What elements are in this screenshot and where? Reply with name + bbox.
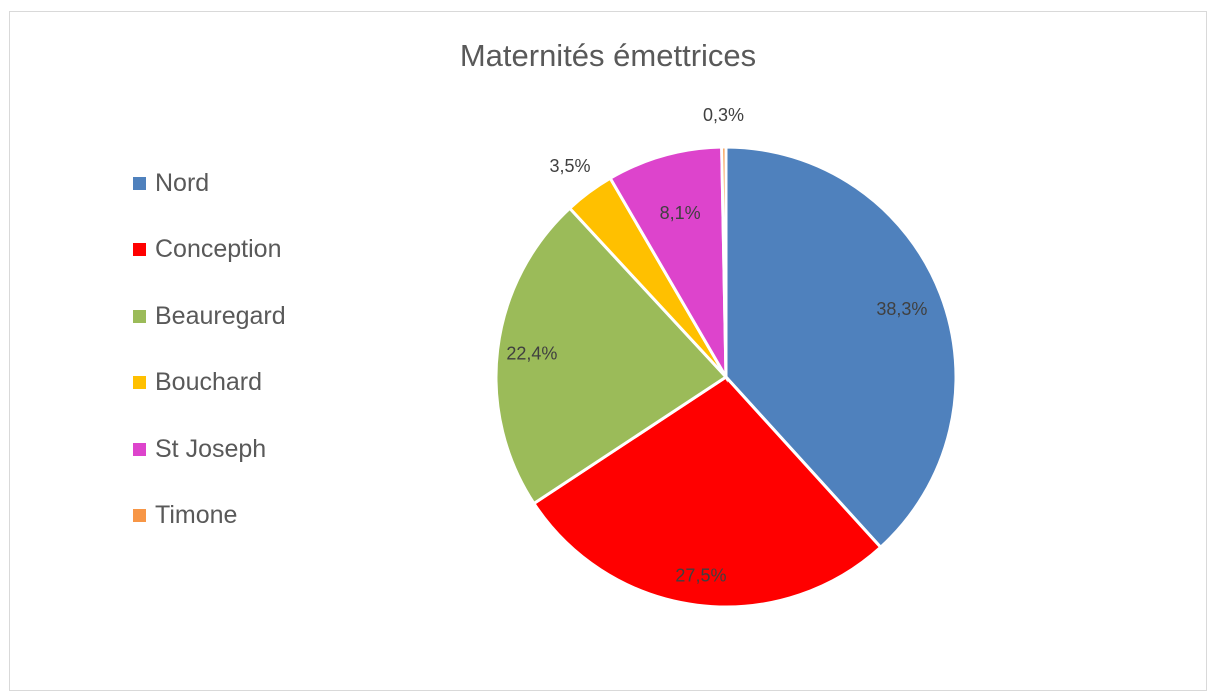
legend-swatch: [133, 509, 146, 522]
legend-label: Conception: [155, 235, 282, 263]
legend-label: Bouchard: [155, 368, 263, 396]
label-nord: 38,3%: [876, 299, 927, 319]
legend-item-beauregard: Beauregard: [133, 296, 286, 336]
slice-st-joseph: [608, 145, 728, 383]
pie-data-labels: 38,3% 27,5% 22,4% 3,5% 8,1% 0,3%: [506, 105, 927, 586]
legend-swatch: [133, 376, 146, 389]
pie-chart: 38,3% 27,5% 22,4% 3,5% 8,1% 0,3%: [494, 105, 958, 609]
slice-conception: [531, 375, 883, 609]
legend-swatch: [133, 309, 146, 323]
label-st-joseph: 8,1%: [660, 203, 701, 223]
legend-item-bouchard: Bouchard: [133, 363, 286, 403]
slice-timone: [720, 145, 728, 378]
legend-item-conception: Conception: [133, 230, 286, 270]
legend-label: Beauregard: [155, 301, 286, 330]
label-beauregard: 22,4%: [506, 343, 557, 363]
label-conception: 27,5%: [675, 566, 726, 586]
legend-label: Timone: [155, 501, 238, 529]
label-timone: 0,3%: [703, 105, 744, 125]
legend-item-st-joseph: St Joseph: [133, 429, 286, 469]
legend-item-timone: Timone: [133, 496, 286, 536]
legend-swatch: [133, 442, 146, 456]
legend-item-nord: Nord: [133, 163, 286, 203]
pie-slices: [494, 145, 958, 609]
legend-label: Nord: [155, 168, 210, 197]
slice-beauregard: [494, 206, 729, 506]
chart-title: Maternités émettrices: [459, 38, 757, 73]
slice-nord: [724, 145, 958, 550]
legend-label: St Joseph: [155, 434, 267, 463]
label-bouchard: 3,5%: [550, 156, 591, 176]
legend-swatch: [133, 176, 146, 190]
legend: Nord Conception Beauregard Bouchard St J…: [133, 163, 286, 562]
legend-swatch: [133, 243, 146, 256]
